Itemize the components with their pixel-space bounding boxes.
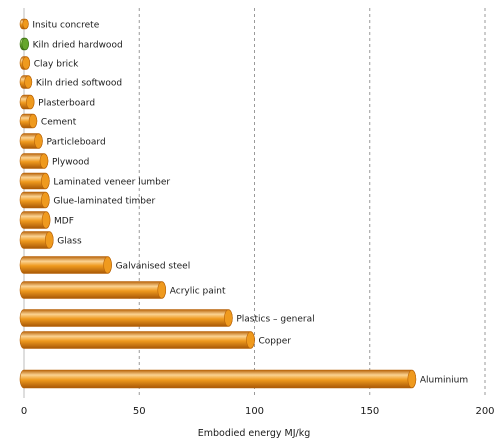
bar <box>19 37 29 51</box>
bar-end-cap <box>41 192 50 209</box>
bar-label: Acrylic paint <box>170 287 226 297</box>
x-tick-label: 0 <box>21 406 27 417</box>
bar <box>19 56 31 70</box>
bar-end-cap <box>41 211 51 229</box>
bar-body <box>19 331 255 349</box>
bar <box>19 231 54 249</box>
bar-end-cap <box>41 173 50 190</box>
bar-body <box>19 256 112 274</box>
bar-end-cap <box>157 281 167 299</box>
bar <box>19 191 50 209</box>
x-tick-label: 200 <box>475 406 494 417</box>
bar-end-cap <box>22 56 31 70</box>
bar-label: Plastics – general <box>236 315 314 325</box>
x-axis-title: Embodied energy MJ/kg <box>198 428 311 439</box>
bar-label: Plasterboard <box>38 99 95 109</box>
bar <box>19 256 112 274</box>
bar-label: Aluminium <box>420 376 468 386</box>
bar-label: Galvanised steel <box>116 262 191 272</box>
bar-end-cap <box>21 37 29 50</box>
bar-label: Laminated veneer lumber <box>53 178 170 188</box>
bar-end-cap <box>224 309 233 327</box>
bar-body <box>19 281 167 299</box>
bar-end-cap <box>24 75 33 89</box>
bar-label: Glass <box>57 237 82 247</box>
bar-label: Particleboard <box>46 138 105 148</box>
bar-label: MDF <box>54 217 74 227</box>
bar-label: Kiln dried softwood <box>36 79 122 89</box>
bar-labels: Insitu concrete Kiln dried hardwood Clay b… <box>32 21 468 386</box>
bar-end-cap <box>39 153 49 169</box>
bar <box>19 172 50 190</box>
bar-end-cap <box>28 114 38 129</box>
bar-label: Plywood <box>52 158 89 168</box>
bar <box>19 309 233 327</box>
bar <box>19 133 43 149</box>
bar-end-cap <box>407 369 417 388</box>
bar <box>19 211 51 229</box>
bar-label: Clay brick <box>34 60 79 70</box>
bar-label: Kiln dried hardwood <box>33 41 123 51</box>
bar-end-cap <box>34 133 43 149</box>
bar <box>19 75 33 89</box>
x-tick-label: 50 <box>133 406 146 417</box>
bar-end-cap <box>44 231 54 249</box>
bars <box>19 18 417 389</box>
bar <box>19 331 255 349</box>
bar <box>19 369 417 389</box>
bar-label: Cement <box>41 118 77 128</box>
x-axis: 0 50 100 150 200 <box>21 406 495 417</box>
bar-end-cap <box>22 18 29 29</box>
bar <box>19 153 49 169</box>
bar-end-cap <box>246 331 255 349</box>
bar-end-cap <box>26 95 35 110</box>
bar <box>19 281 167 299</box>
bar-label: Copper <box>259 337 292 347</box>
bar-body <box>19 309 233 327</box>
x-tick-label: 150 <box>360 406 379 417</box>
bar-label: Insitu concrete <box>32 21 99 31</box>
bar <box>19 94 35 110</box>
bar <box>19 113 38 129</box>
bar-body <box>19 369 417 389</box>
bar-label: Glue-laminated timber <box>53 197 155 207</box>
bar-end-cap <box>103 256 112 274</box>
x-tick-label: 100 <box>245 406 264 417</box>
bar <box>19 18 29 30</box>
